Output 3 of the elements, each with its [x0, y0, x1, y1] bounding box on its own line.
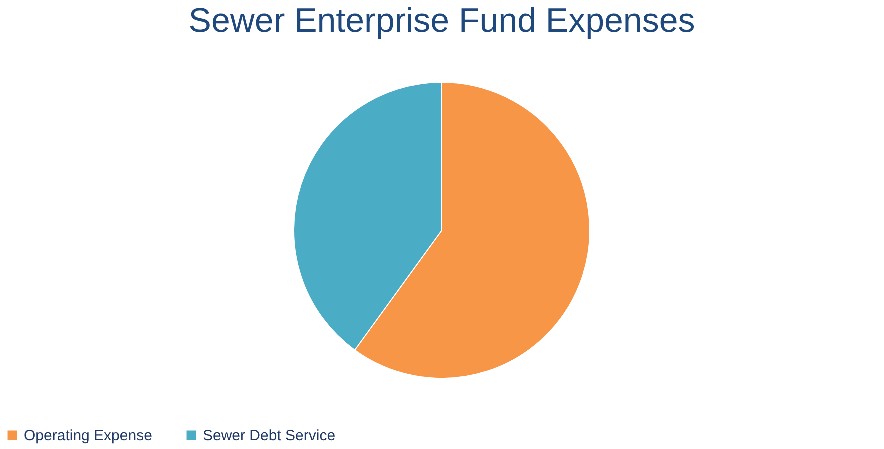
legend-label: Operating Expense — [24, 428, 152, 445]
legend-label: Sewer Debt Service — [203, 428, 336, 445]
chart-title: Sewer Enterprise Fund Expenses — [188, 2, 696, 40]
